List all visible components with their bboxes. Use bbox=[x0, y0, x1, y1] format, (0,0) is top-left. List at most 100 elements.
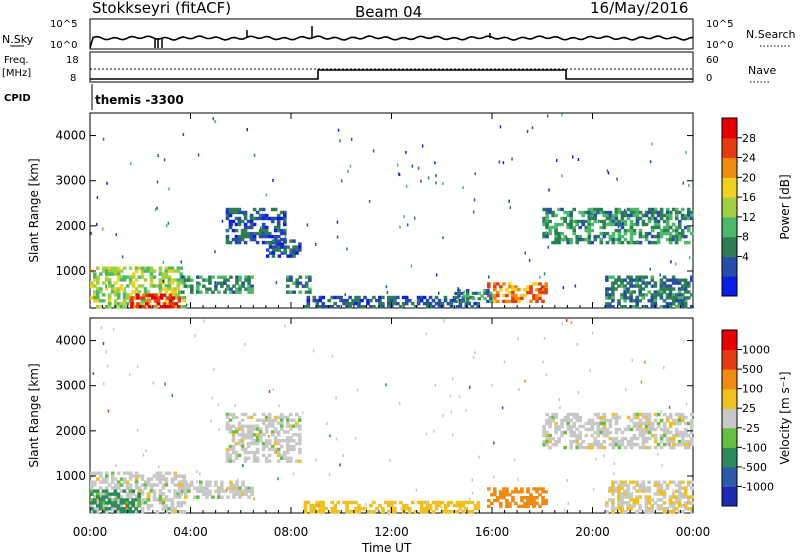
data-cell bbox=[357, 301, 361, 306]
data-cell bbox=[538, 493, 542, 497]
data-cell bbox=[611, 483, 615, 487]
data-cell bbox=[143, 498, 148, 502]
data-cell bbox=[306, 305, 311, 309]
data-cell bbox=[267, 231, 272, 236]
data-cell bbox=[626, 492, 630, 496]
data-cell bbox=[289, 436, 293, 440]
data-cell bbox=[255, 447, 260, 452]
data-speck bbox=[90, 231, 92, 235]
data-cell bbox=[107, 498, 112, 502]
data-cell bbox=[626, 439, 631, 444]
data-cell bbox=[659, 284, 664, 288]
data-cell bbox=[274, 242, 279, 246]
data-cell bbox=[653, 418, 658, 423]
data-cell bbox=[653, 436, 658, 441]
data-cell bbox=[620, 436, 625, 441]
data-cell bbox=[231, 210, 236, 215]
data-cell bbox=[158, 495, 163, 499]
data-cell bbox=[378, 298, 382, 303]
data-cell bbox=[638, 445, 643, 450]
data-cell bbox=[635, 222, 640, 227]
data-cell bbox=[674, 278, 679, 282]
data-cell bbox=[146, 296, 151, 300]
y-tick-label: 3000 bbox=[55, 379, 86, 393]
data-cell bbox=[647, 445, 652, 450]
data-cell bbox=[690, 213, 694, 218]
data-cell bbox=[541, 487, 545, 491]
data-cell bbox=[523, 501, 527, 506]
data-speck bbox=[543, 336, 546, 340]
data-cell bbox=[677, 222, 682, 227]
data-cell bbox=[119, 510, 124, 514]
data-cell bbox=[128, 266, 133, 270]
data-cell bbox=[545, 207, 549, 212]
data-cell bbox=[155, 474, 160, 478]
data-cell bbox=[599, 430, 604, 435]
data-cell bbox=[250, 489, 254, 493]
data-speck bbox=[468, 497, 471, 501]
data-cell bbox=[584, 219, 589, 224]
data-cell bbox=[164, 477, 169, 481]
data-cell bbox=[234, 240, 239, 245]
data-cell bbox=[345, 301, 349, 306]
data-cell bbox=[235, 290, 239, 294]
data-cell bbox=[247, 278, 251, 282]
data-cell bbox=[205, 278, 209, 282]
data-cell bbox=[499, 285, 503, 289]
data-cell bbox=[119, 498, 124, 502]
data-cell bbox=[93, 296, 97, 300]
data-cell bbox=[650, 507, 655, 511]
data-cell bbox=[140, 284, 145, 288]
data-cell bbox=[638, 228, 643, 233]
data-cell bbox=[690, 442, 694, 447]
data-speck bbox=[96, 222, 98, 226]
data-cell bbox=[671, 302, 676, 306]
data-cell bbox=[312, 506, 317, 511]
data-cell bbox=[292, 251, 296, 255]
data-cell bbox=[229, 275, 233, 279]
data-speck bbox=[442, 182, 444, 185]
data-speck bbox=[491, 383, 493, 387]
data-cell bbox=[168, 299, 173, 303]
data-cell bbox=[641, 442, 646, 447]
data-cell bbox=[671, 228, 676, 233]
data-cell bbox=[122, 510, 127, 514]
data-speck bbox=[213, 368, 215, 371]
data-cell bbox=[357, 510, 361, 514]
data-cell bbox=[333, 295, 337, 300]
data-cell bbox=[292, 433, 296, 437]
data-cell bbox=[641, 222, 646, 227]
data-cell bbox=[677, 278, 682, 282]
data-cell bbox=[90, 489, 94, 493]
data-speck bbox=[398, 173, 401, 177]
data-cell bbox=[164, 275, 169, 279]
data-speck bbox=[591, 212, 593, 216]
data-cell bbox=[680, 207, 685, 212]
data-cell bbox=[659, 498, 664, 502]
data-cell bbox=[593, 219, 598, 224]
data-cell bbox=[684, 421, 688, 426]
data-cell bbox=[641, 421, 646, 426]
data-cell bbox=[569, 222, 573, 227]
data-cell bbox=[656, 290, 661, 294]
data-cell bbox=[243, 424, 248, 428]
data-speck bbox=[657, 452, 659, 456]
data-cell bbox=[110, 474, 115, 478]
data-cell bbox=[590, 445, 595, 450]
data-cell bbox=[261, 433, 266, 437]
data-cell bbox=[599, 225, 604, 230]
data-cell bbox=[614, 480, 618, 484]
data-cell bbox=[354, 295, 358, 300]
data-cell bbox=[173, 474, 178, 478]
data-cell bbox=[677, 302, 682, 306]
data-cell bbox=[107, 293, 112, 297]
data-cell bbox=[416, 301, 421, 306]
data-cell bbox=[635, 281, 639, 285]
data-speck bbox=[99, 494, 102, 498]
data-cell bbox=[229, 480, 233, 484]
data-speck bbox=[661, 463, 663, 467]
data-cell bbox=[96, 299, 100, 303]
data-cell bbox=[599, 210, 604, 215]
data-cell bbox=[146, 290, 151, 294]
data-speck bbox=[501, 406, 504, 410]
